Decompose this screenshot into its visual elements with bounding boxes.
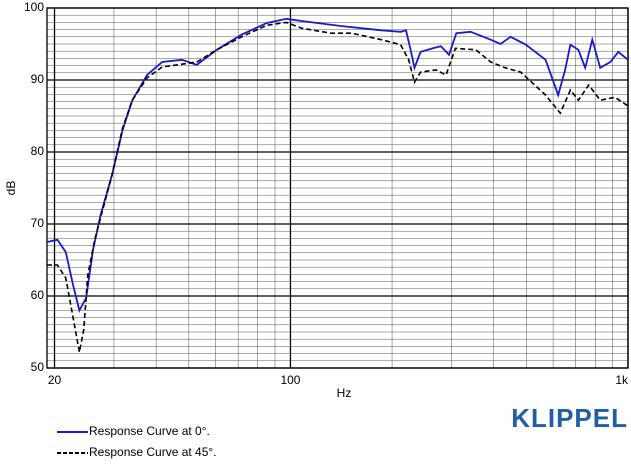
y-tick-label: 80 [31,144,45,158]
legend-label: Response Curve at 0°. [89,424,210,438]
x-tick-label: 20 [48,373,62,387]
y-tick-label: 90 [31,72,45,86]
series-line [47,17,628,313]
y-tick-label: 70 [31,216,45,230]
x-tick-label: 100 [280,373,300,387]
plot-frame [46,7,629,369]
y-tick-label: 60 [31,288,45,302]
x-tick-label: 1k [615,373,629,387]
legend-label: Response Curve at 45°. [89,445,217,459]
logo: KLIPPEL [511,403,628,433]
y-tick-label: 50 [31,360,45,374]
y-tick-label: 100 [24,0,44,14]
series-line [47,21,628,353]
x-axis-label: Hz [337,386,352,400]
y-axis-label: dB [4,181,18,196]
